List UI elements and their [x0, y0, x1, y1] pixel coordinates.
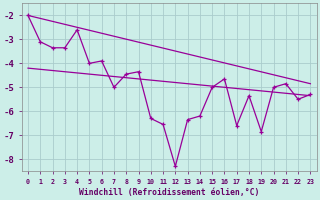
X-axis label: Windchill (Refroidissement éolien,°C): Windchill (Refroidissement éolien,°C)	[79, 188, 260, 197]
